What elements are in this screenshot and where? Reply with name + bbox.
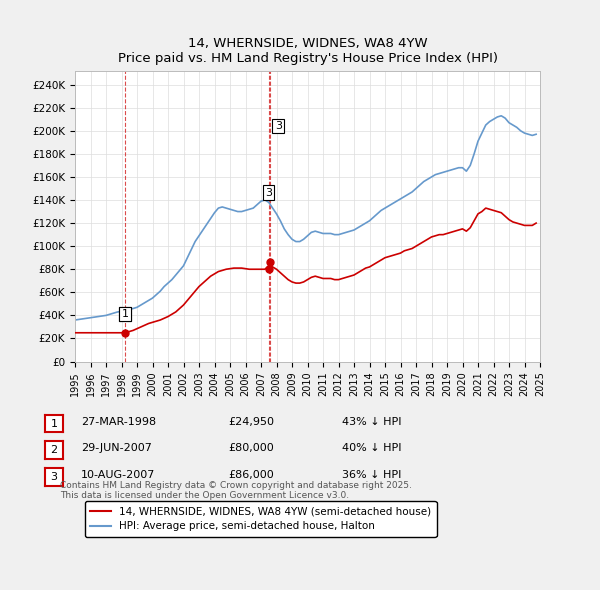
Text: 29-JUN-2007: 29-JUN-2007 (81, 444, 152, 453)
Text: Contains HM Land Registry data © Crown copyright and database right 2025.
This d: Contains HM Land Registry data © Crown c… (60, 481, 412, 500)
Text: 3: 3 (265, 188, 272, 198)
Text: 36% ↓ HPI: 36% ↓ HPI (342, 470, 401, 480)
Text: 1: 1 (122, 309, 128, 319)
Text: 27-MAR-1998: 27-MAR-1998 (81, 417, 156, 427)
Text: 40% ↓ HPI: 40% ↓ HPI (342, 444, 401, 453)
Text: 1: 1 (50, 419, 58, 428)
Text: £80,000: £80,000 (228, 444, 274, 453)
Text: 1: 1 (122, 309, 128, 319)
Text: 43% ↓ HPI: 43% ↓ HPI (342, 417, 401, 427)
Text: £24,950: £24,950 (228, 417, 274, 427)
Text: 3: 3 (50, 472, 58, 481)
Title: 14, WHERNSIDE, WIDNES, WA8 4YW
Price paid vs. HM Land Registry's House Price Ind: 14, WHERNSIDE, WIDNES, WA8 4YW Price pai… (118, 38, 497, 65)
Text: 10-AUG-2007: 10-AUG-2007 (81, 470, 155, 480)
Text: £86,000: £86,000 (228, 470, 274, 480)
Text: 2: 2 (50, 445, 58, 455)
Legend: 14, WHERNSIDE, WIDNES, WA8 4YW (semi-detached house), HPI: Average price, semi-d: 14, WHERNSIDE, WIDNES, WA8 4YW (semi-det… (85, 501, 437, 537)
Text: 3: 3 (275, 121, 282, 131)
